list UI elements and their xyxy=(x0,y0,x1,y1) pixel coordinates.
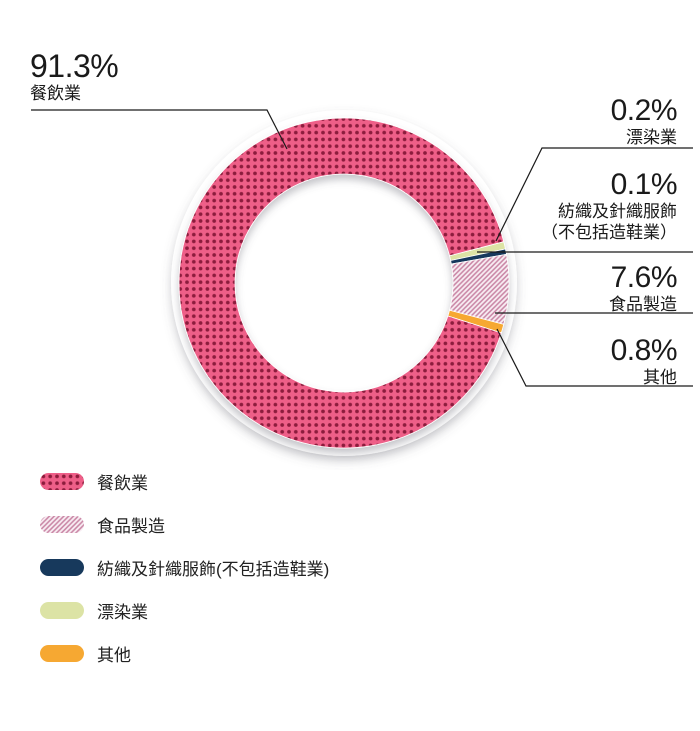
legend: 餐飲業食品製造紡織及針織服飾(不包括造鞋業) 漂染業其他 xyxy=(40,460,329,675)
donut-slices xyxy=(178,117,510,449)
legend-label: 食品製造 xyxy=(97,517,165,536)
legend-label: 紡織及針織服飾(不包括造鞋業) xyxy=(97,560,330,579)
legend-item-食品製造: 食品製造 xyxy=(40,503,329,546)
callout-dye-label: 漂染業 xyxy=(626,127,677,147)
callout-other: 0.8% 其他 xyxy=(610,334,678,388)
callout-dye: 0.2% 漂染業 xyxy=(610,94,678,148)
callout-dye-percent: 0.2% xyxy=(610,94,678,127)
legend-swatch xyxy=(40,559,84,576)
callout-textile-label-2: （不包括造鞋業） xyxy=(541,222,677,242)
legend-label: 其他 xyxy=(97,646,131,665)
legend-label: 漂染業 xyxy=(97,603,148,622)
legend-item-餐飲業: 餐飲業 xyxy=(40,460,329,503)
legend-swatch xyxy=(40,645,84,662)
callout-textile-percent: 0.1% xyxy=(610,168,678,201)
leader-line-other xyxy=(496,328,693,387)
legend-item-其他: 其他 xyxy=(40,632,329,675)
legend-swatch xyxy=(40,602,84,619)
callout-textile: 0.1% 紡織及針織服飾 （不包括造鞋業） xyxy=(541,168,678,243)
legend-label: 餐飲業 xyxy=(97,474,148,493)
callout-catering-percent: 91.3% xyxy=(30,48,119,84)
leader-lines xyxy=(31,109,693,387)
callout-food: 7.6% 食品製造 xyxy=(609,261,678,315)
callout-other-percent: 0.8% xyxy=(610,334,678,367)
callout-catering-label: 餐飲業 xyxy=(30,83,81,103)
donut-chart xyxy=(31,109,693,456)
legend-item-紡織及針織服飾(不包括造鞋業): 紡織及針織服飾(不包括造鞋業) xyxy=(40,546,329,589)
slice-餐飲業 xyxy=(178,117,505,449)
legend-swatch xyxy=(40,516,84,533)
legend-item-漂染業: 漂染業 xyxy=(40,589,329,632)
callout-food-label: 食品製造 xyxy=(609,294,677,314)
leader-line-catering xyxy=(31,109,288,150)
callout-catering: 91.3% 餐飲業 xyxy=(30,48,119,104)
callout-food-percent: 7.6% xyxy=(610,261,678,294)
callout-textile-label: 紡織及針織服飾 xyxy=(558,201,677,221)
callout-other-label: 其他 xyxy=(643,367,677,387)
leader-line-dye xyxy=(495,147,693,242)
legend-swatch xyxy=(40,473,84,490)
